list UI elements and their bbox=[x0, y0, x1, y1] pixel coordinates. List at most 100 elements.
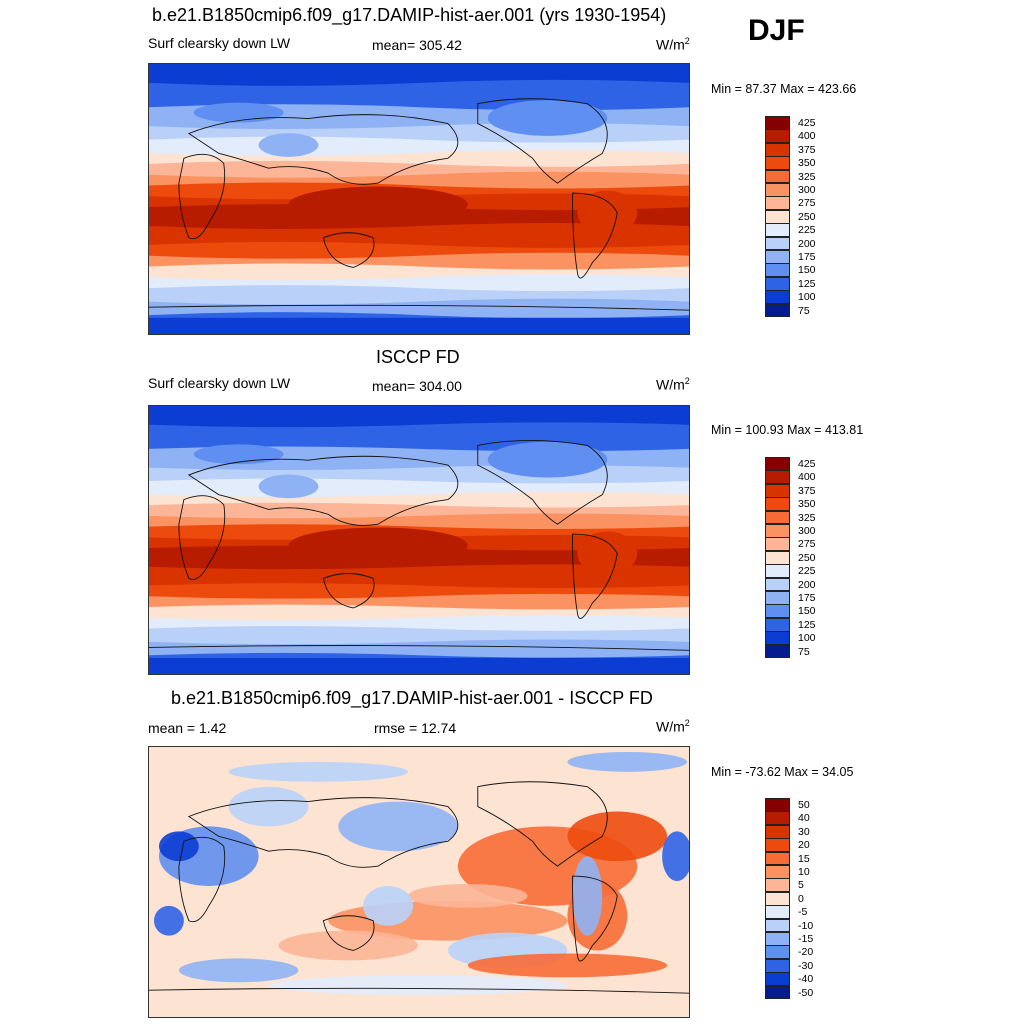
colorbar-tick-label: 325 bbox=[798, 511, 816, 524]
colorbar-swatch bbox=[765, 798, 790, 812]
colorbar-swatch bbox=[765, 223, 790, 238]
colorbar-swatch bbox=[765, 604, 790, 619]
colorbar-swatch bbox=[765, 524, 790, 538]
colorbar-tick-label: 175 bbox=[798, 592, 816, 604]
colorbar-tick-label: 50 bbox=[798, 799, 810, 811]
colorbar-tick-label: 10 bbox=[798, 866, 810, 878]
colorbar-tick-label: -30 bbox=[798, 959, 814, 972]
colorbar-tick-label: -15 bbox=[798, 933, 814, 945]
panel3-units: W/m2 bbox=[656, 718, 690, 735]
colorbar-tick-label: 5 bbox=[798, 879, 804, 892]
panel2-title: ISCCP FD bbox=[376, 347, 460, 367]
colorbar-tick-label: 425 bbox=[798, 458, 816, 470]
panel1-units: W/m2 bbox=[656, 36, 690, 53]
colorbar-swatch bbox=[765, 932, 790, 946]
panel3-mean-label: mean = 1.42 bbox=[148, 720, 227, 736]
colorbar-tick-label: 275 bbox=[798, 197, 816, 210]
colorbar-swatch bbox=[765, 591, 790, 605]
colorbar-tick-label: 30 bbox=[798, 825, 810, 838]
colorbar-swatch bbox=[765, 196, 790, 211]
colorbar-tick-label: 400 bbox=[798, 130, 816, 143]
colorbar-swatch bbox=[765, 470, 790, 485]
colorbar-swatch bbox=[765, 276, 790, 291]
colorbar-swatch bbox=[765, 303, 790, 318]
colorbar-swatch bbox=[765, 564, 790, 579]
panel2-map bbox=[148, 405, 690, 675]
colorbar-swatch bbox=[765, 510, 790, 525]
colorbar-swatch bbox=[765, 945, 790, 960]
colorbar-tick-label: 375 bbox=[798, 143, 816, 156]
colorbar-tick-label: 275 bbox=[798, 538, 816, 551]
colorbar-swatch bbox=[765, 129, 790, 144]
colorbar-tick-label: 100 bbox=[798, 291, 816, 304]
colorbar-swatch bbox=[765, 236, 790, 251]
colorbar-tick-label: 300 bbox=[798, 184, 816, 196]
panel1-mean-label: mean= 305.42 bbox=[372, 37, 462, 53]
colorbar-tick-label: -50 bbox=[798, 986, 814, 999]
colorbar-swatch bbox=[765, 209, 790, 224]
colorbar-swatch bbox=[765, 183, 790, 197]
colorbar-swatch bbox=[765, 116, 790, 130]
colorbar-swatch bbox=[765, 644, 790, 659]
colorbar-tick-label: 0 bbox=[798, 892, 804, 905]
colorbar-tick-label: -40 bbox=[798, 973, 814, 986]
colorbar-tick-label: -20 bbox=[798, 946, 814, 959]
colorbar-tick-label: 325 bbox=[798, 170, 816, 183]
panel3-minmax: Min = -73.62 Max = 34.05 bbox=[711, 765, 854, 779]
colorbar-tick-label: 175 bbox=[798, 251, 816, 263]
colorbar-tick-label: 125 bbox=[798, 618, 816, 631]
panel2-units: W/m2 bbox=[656, 376, 690, 393]
colorbar-swatch bbox=[765, 985, 790, 1000]
colorbar-swatch bbox=[765, 250, 790, 264]
panel2-mean-label: mean= 304.00 bbox=[372, 378, 462, 394]
colorbar-tick-label: 300 bbox=[798, 525, 816, 537]
colorbar-tick-label: 20 bbox=[798, 839, 810, 852]
panel3-rmse-label: rmse = 12.74 bbox=[374, 720, 457, 736]
colorbar-swatch bbox=[765, 156, 790, 171]
colorbar-swatch bbox=[765, 958, 790, 973]
colorbar-swatch bbox=[765, 918, 790, 933]
colorbar-tick-label: 350 bbox=[798, 498, 816, 511]
colorbar-tick-label: 350 bbox=[798, 157, 816, 170]
colorbar-tick-label: 100 bbox=[798, 632, 816, 645]
colorbar-tick-label: 15 bbox=[798, 852, 810, 865]
colorbar-tick-label: 375 bbox=[798, 484, 816, 497]
colorbar-swatch bbox=[765, 290, 790, 305]
colorbar-swatch bbox=[765, 497, 790, 512]
colorbar-swatch bbox=[765, 263, 790, 278]
colorbar-swatch bbox=[765, 142, 790, 157]
colorbar-swatch bbox=[765, 905, 790, 920]
colorbar-swatch bbox=[765, 617, 790, 632]
colorbar-swatch bbox=[765, 811, 790, 826]
colorbar-swatch bbox=[765, 851, 790, 866]
colorbar-tick-label: 125 bbox=[798, 277, 816, 290]
colorbar-tick-label: 150 bbox=[798, 605, 816, 618]
colorbar-tick-label: -5 bbox=[798, 906, 808, 919]
colorbar-swatch bbox=[765, 537, 790, 552]
panel1-variable-label: Surf clearsky down LW bbox=[148, 35, 291, 51]
panel3-contour-field bbox=[149, 747, 689, 1017]
colorbar-tick-label: 200 bbox=[798, 578, 816, 591]
colorbar-tick-label: 40 bbox=[798, 812, 810, 825]
colorbar-swatch bbox=[765, 891, 790, 906]
panel1-contour-field bbox=[149, 64, 689, 334]
panel2-minmax: Min = 100.93 Max = 413.81 bbox=[711, 423, 864, 437]
colorbar-tick-label: 200 bbox=[798, 237, 816, 250]
panel3-title: b.e21.B1850cmip6.f09_g17.DAMIP-hist-aer.… bbox=[171, 688, 653, 708]
colorbar-tick-label: -10 bbox=[798, 919, 814, 932]
colorbar-tick-label: 225 bbox=[798, 224, 816, 237]
colorbar-tick-label: 425 bbox=[798, 117, 816, 129]
colorbar-tick-label: 400 bbox=[798, 471, 816, 484]
colorbar-swatch bbox=[765, 457, 790, 471]
panel3-map bbox=[148, 746, 690, 1018]
colorbar-swatch bbox=[765, 483, 790, 498]
colorbar-tick-label: 250 bbox=[798, 210, 816, 223]
colorbar-swatch bbox=[765, 550, 790, 565]
panel1-map bbox=[148, 63, 690, 335]
panel2-variable-label: Surf clearsky down LW bbox=[148, 375, 291, 391]
colorbar-swatch bbox=[765, 865, 790, 879]
panel1-minmax: Min = 87.37 Max = 423.66 bbox=[711, 82, 857, 96]
panel2-contour-field bbox=[149, 406, 689, 674]
panel1-title: b.e21.B1850cmip6.f09_g17.DAMIP-hist-aer.… bbox=[152, 5, 667, 25]
colorbar-swatch bbox=[765, 169, 790, 184]
